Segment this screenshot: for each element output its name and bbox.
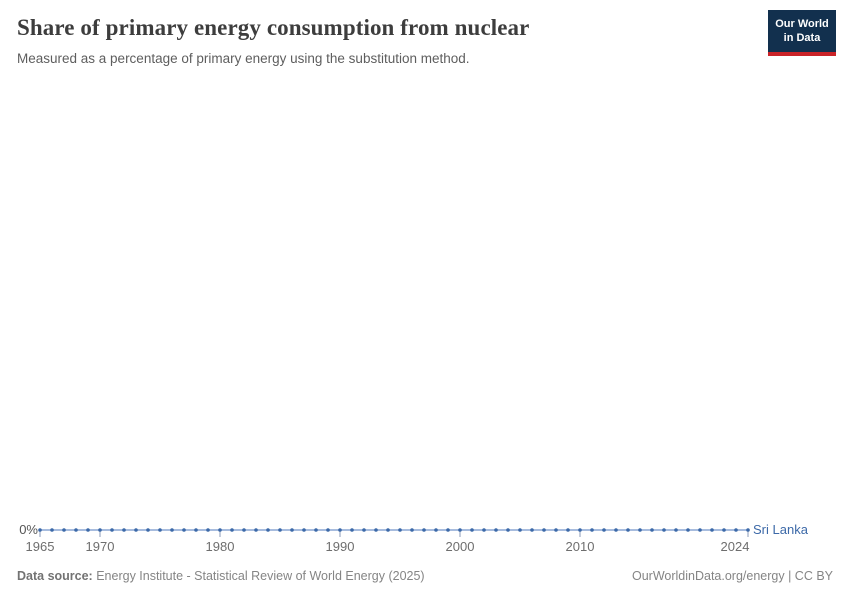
data-point-marker [674, 528, 678, 532]
data-point-marker [134, 528, 138, 532]
data-point-marker [458, 528, 462, 532]
data-point-marker [710, 528, 714, 532]
data-point-marker [242, 528, 246, 532]
data-point-marker [446, 528, 450, 532]
chart-header: Share of primary energy consumption from… [17, 14, 750, 66]
data-point-marker [254, 528, 258, 532]
data-source-value: Energy Institute - Statistical Review of… [92, 569, 425, 583]
data-point-marker [146, 528, 150, 532]
data-point-marker [278, 528, 282, 532]
data-point-marker [494, 528, 498, 532]
data-point-marker [470, 528, 474, 532]
data-point-marker [506, 528, 510, 532]
data-point-marker [86, 528, 90, 532]
data-source-label: Data source: [17, 569, 93, 583]
owid-logo-line2: in Data [783, 31, 821, 44]
data-point-marker [158, 528, 162, 532]
data-point-marker [386, 528, 390, 532]
data-point-marker [338, 528, 342, 532]
data-point-marker [602, 528, 606, 532]
data-point-marker [302, 528, 306, 532]
data-point-marker [182, 528, 186, 532]
data-point-marker [554, 528, 558, 532]
line-chart-plot-area: 1965 1970 1980 1990 2000 2010 2024 [26, 528, 750, 554]
data-point-marker [566, 528, 570, 532]
data-point-marker [638, 528, 642, 532]
chart-subtitle: Measured as a percentage of primary ener… [17, 50, 470, 66]
entity-label-sri-lanka: Sri Lanka [753, 522, 808, 537]
x-axis-tick-label: 1990 [326, 539, 355, 554]
data-point-marker [410, 528, 414, 532]
data-point-marker [746, 528, 750, 532]
data-point-marker [650, 528, 654, 532]
data-point-marker [374, 528, 378, 532]
data-point-marker [350, 528, 354, 532]
data-point-marker [434, 528, 438, 532]
data-point-marker [734, 528, 738, 532]
data-point-marker [518, 528, 522, 532]
license-note: OurWorldinData.org/energy | CC BY [631, 569, 833, 583]
data-point-marker [542, 528, 546, 532]
data-point-marker [122, 528, 126, 532]
data-point-marker [170, 528, 174, 532]
chart-title: Share of primary energy consumption from… [17, 15, 530, 40]
data-point-marker [74, 528, 78, 532]
chart-footer: Data source: Energy Institute - Statisti… [17, 569, 833, 583]
data-point-marker [98, 528, 102, 532]
data-point-marker [38, 528, 42, 532]
data-point-marker [110, 528, 114, 532]
x-axis-tick-label: 2000 [446, 539, 475, 554]
data-point-marker [266, 528, 270, 532]
data-point-marker [326, 528, 330, 532]
x-axis-tick-label: 1965 [26, 539, 55, 554]
data-point-marker [422, 528, 426, 532]
data-point-marker [290, 528, 294, 532]
data-point-marker [362, 528, 366, 532]
data-point-marker [578, 528, 582, 532]
data-point-marker [218, 528, 222, 532]
data-point-marker [50, 528, 54, 532]
data-point-marker [62, 528, 66, 532]
data-point-marker [194, 528, 198, 532]
x-axis-tick-label: 1980 [206, 539, 235, 554]
x-axis-tick-label: 1970 [86, 539, 115, 554]
data-point-marker [686, 528, 690, 532]
data-point-marker [590, 528, 594, 532]
data-point-marker [314, 528, 318, 532]
data-point-marker [614, 528, 618, 532]
data-point-marker [482, 528, 486, 532]
data-point-marker [230, 528, 234, 532]
data-point-marker [206, 528, 210, 532]
y-axis-zero-label: 0% [19, 522, 38, 537]
data-source-note: Data source: Energy Institute - Statisti… [17, 569, 425, 583]
data-point-marker [722, 528, 726, 532]
data-point-marker [698, 528, 702, 532]
owid-logo-line1: Our World [775, 18, 829, 30]
data-point-marker [662, 528, 666, 532]
data-point-marker [626, 528, 630, 532]
x-axis-tick-label: 2010 [566, 539, 595, 554]
data-point-marker [398, 528, 402, 532]
owid-logo: Our World in Data [768, 10, 836, 56]
x-axis-tick-label: 2024 [721, 539, 750, 554]
data-point-marker [530, 528, 534, 532]
